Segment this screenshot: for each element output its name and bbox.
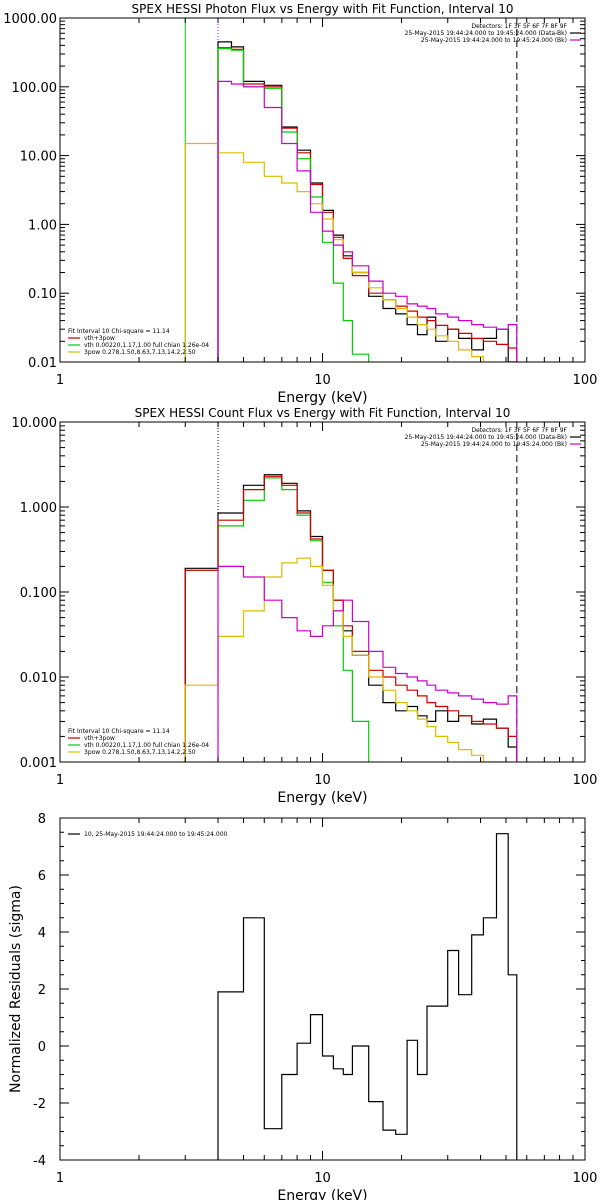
y-tick-label: -2 xyxy=(33,1097,46,1112)
data-series-3 xyxy=(217,47,370,362)
y-tick-label: 1.00 xyxy=(28,218,57,233)
data-series-1 xyxy=(217,41,517,362)
data-series-4 xyxy=(184,557,509,762)
legend-entry: Fit Interval 10 Chi-square = 11.14 xyxy=(68,728,170,735)
y-tick-label: 0.001 xyxy=(20,756,57,771)
y-tick-label: 1000.00 xyxy=(3,12,57,27)
legend-entry: Detectors: 1F 3F 5F 6F 7F 8F 9F xyxy=(471,23,567,30)
chart-panel-3: 1 10 100 -4 -2 0 2 4 6 8 Energy (keV) Normalized Re… xyxy=(8,812,597,1200)
y-tick-label: 10.00 xyxy=(20,150,57,165)
legend-entry: 25-May-2015 19:44:24.000 to 19:45:24.000… xyxy=(421,37,567,44)
y-tick-label: 1.000 xyxy=(20,501,57,516)
legend-entry: vth 0.00220,1.17,1.00 full chian 1.26e-0… xyxy=(84,342,209,349)
legend-entry: 25-May-2015 19:44:24.000 to 19:45:24.000… xyxy=(405,30,567,37)
y-tick-label: 0.010 xyxy=(20,671,57,686)
x-tick-label: 1 xyxy=(56,773,64,788)
x-tick-label: 100 xyxy=(573,1171,598,1186)
x-tick-label: 1 xyxy=(56,373,64,388)
x-tick-label: 100 xyxy=(573,773,598,788)
y-tick-label: 0.01 xyxy=(28,356,57,371)
legend-entry: Detectors: 1F 3F 5F 6F 7F 8F 9F xyxy=(471,427,567,434)
axes-frame xyxy=(59,817,586,1161)
y-tick-label: 4 xyxy=(38,926,46,941)
chart-panel-2: SPEX HESSI Count Flux vs Energy with Fit… xyxy=(12,406,598,806)
x-tick-label: 1 xyxy=(56,1171,64,1186)
chart-title: SPEX HESSI Count Flux vs Energy with Fit… xyxy=(135,406,511,420)
data-series-1 xyxy=(217,833,518,1160)
y-axis-title: Normalized Residuals (sigma) xyxy=(8,885,24,1093)
x-axis-title: Energy (keV) xyxy=(277,790,367,806)
data-series-5 xyxy=(217,80,518,362)
y-tick-label: 10.000 xyxy=(12,416,58,431)
x-axis-title: Energy (keV) xyxy=(277,1188,367,1200)
y-tick-label: 0.10 xyxy=(28,287,57,302)
legend-entry: Fit Interval 10 Chi-square = 11.14 xyxy=(68,328,170,335)
data-series-1 xyxy=(184,477,370,762)
x-tick-label: 10 xyxy=(314,773,331,788)
y-tick-label: 0 xyxy=(38,1040,46,1055)
x-tick-label: 10 xyxy=(314,1171,331,1186)
data-series-2 xyxy=(217,47,518,362)
y-tick-label: -4 xyxy=(33,1154,46,1169)
legend-entry: vth+3pow xyxy=(84,335,115,342)
data-series-2 xyxy=(184,474,518,762)
x-tick-label: 100 xyxy=(573,373,598,388)
y-tick-label: 0.100 xyxy=(20,586,57,601)
legend-entry: 25-May-2015 19:44:24.000 to 19:45:24.000… xyxy=(421,441,567,448)
data-series-4 xyxy=(184,142,484,362)
chart-title: SPEX HESSI Photon Flux vs Energy with Fi… xyxy=(132,2,514,16)
axes-frame xyxy=(59,421,586,763)
chart-panel-1: SPEX HESSI Photon Flux vs Energy with Fi… xyxy=(3,2,597,406)
y-tick-label: 8 xyxy=(38,812,46,827)
x-axis-title: Energy (keV) xyxy=(277,390,367,406)
legend-entry: 25-May-2015 19:44:24.000 to 19:45:24.000… xyxy=(405,434,567,441)
legend-entry: vth+3pow xyxy=(84,735,115,742)
y-tick-label: 2 xyxy=(38,983,46,998)
legend-entry: 3pow 0.278,1.50,8.63,7.13,14.2,2.50 xyxy=(84,749,196,756)
y-tick-label: 100.00 xyxy=(12,81,58,96)
legend-entry: 10, 25-May-2015 19:44:24.000 to 19:45:24… xyxy=(84,831,228,838)
data-series-5 xyxy=(217,565,518,762)
legend-entry: 3pow 0.278,1.50,8.63,7.13,14.2,2.50 xyxy=(84,349,196,356)
y-tick-label: 6 xyxy=(38,869,46,884)
x-tick-label: 10 xyxy=(314,373,331,388)
data-series-3 xyxy=(184,475,518,762)
legend-entry: vth 0.00220,1.17,1.00 full chian 1.26e-0… xyxy=(84,742,209,749)
